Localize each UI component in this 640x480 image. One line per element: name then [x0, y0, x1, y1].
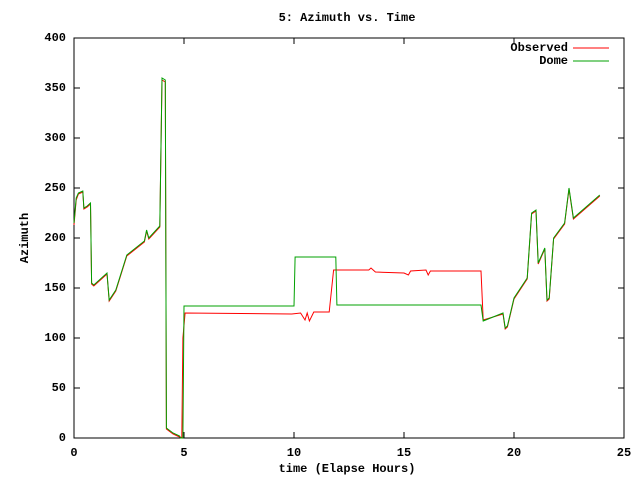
legend-label: Observed	[510, 41, 568, 55]
y-tick-label: 50	[52, 381, 66, 395]
y-tick-label: 250	[44, 181, 66, 195]
chart-title: 5: Azimuth vs. Time	[279, 11, 416, 25]
y-tick-label: 150	[44, 281, 66, 295]
x-tick-label: 15	[397, 446, 411, 460]
y-tick-label: 300	[44, 131, 66, 145]
legend-label: Dome	[539, 54, 568, 68]
x-tick-label: 0	[70, 446, 77, 460]
x-tick-label: 10	[287, 446, 301, 460]
data-line	[73, 77, 601, 439]
x-axis-label: time (Elapse Hours)	[279, 462, 416, 476]
y-tick-label: 400	[44, 31, 66, 45]
x-tick-label: 25	[617, 446, 631, 460]
y-tick-label: 350	[44, 81, 66, 95]
y-axis-label: Azimuth	[18, 213, 32, 263]
x-tick-label: 20	[507, 446, 521, 460]
x-tick-label: 5	[180, 446, 187, 460]
y-tick-label: 100	[44, 331, 66, 345]
y-tick-label: 0	[59, 431, 66, 445]
y-tick-label: 200	[44, 231, 66, 245]
